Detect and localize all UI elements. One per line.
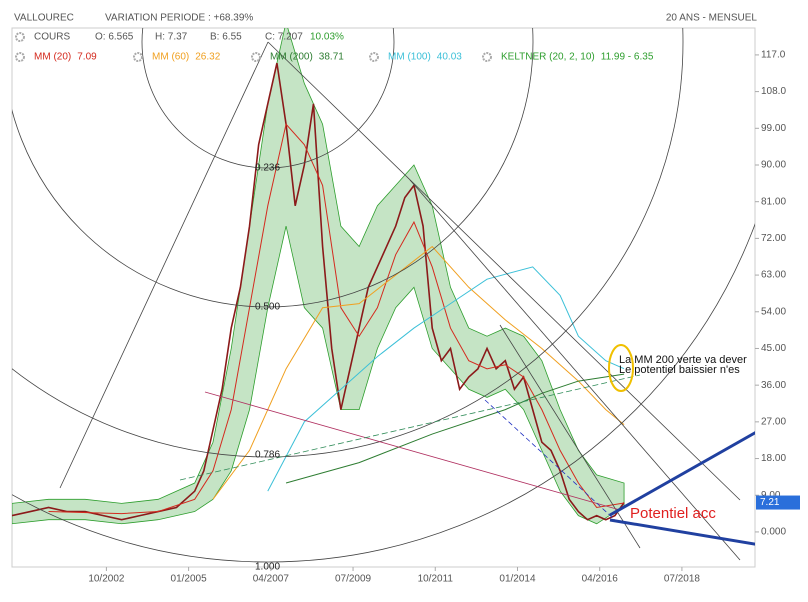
legend-label: COURS bbox=[34, 32, 70, 43]
y-tick-label: 54.00 bbox=[761, 306, 786, 317]
trend-line bbox=[59, 41, 269, 489]
x-tick-label: 10/2002 bbox=[88, 574, 125, 585]
quote: 10.03% bbox=[310, 32, 344, 43]
fib-arc bbox=[141, 28, 395, 169]
fib-label: 0.500 bbox=[255, 302, 280, 313]
y-tick-label: 9.00 bbox=[761, 490, 781, 501]
legend-value: 40.03 bbox=[437, 52, 462, 63]
trend-line bbox=[409, 179, 741, 561]
x-tick-label: 07/2018 bbox=[664, 574, 701, 585]
fib-label: 1.000 bbox=[255, 562, 280, 573]
channel bbox=[609, 518, 755, 546]
x-tick-label: 04/2016 bbox=[582, 574, 619, 585]
y-tick-label: 90.00 bbox=[761, 160, 786, 171]
quote: B: 6.55 bbox=[210, 32, 242, 43]
y-tick-label: 117.0 bbox=[761, 50, 786, 61]
legend-icon bbox=[482, 52, 492, 62]
legend-label: MM (60) bbox=[152, 52, 189, 63]
ma-line bbox=[267, 266, 625, 492]
trend-line bbox=[204, 391, 621, 511]
trend-line bbox=[267, 41, 741, 501]
legend-icon bbox=[15, 52, 25, 62]
fib-label: 0.786 bbox=[255, 450, 280, 461]
y-tick-label: 45.00 bbox=[761, 343, 786, 354]
x-tick-label: 04/2007 bbox=[253, 574, 290, 585]
y-tick-label: 36.00 bbox=[761, 380, 786, 391]
trend-line bbox=[179, 374, 641, 481]
legend-value: 7.09 bbox=[77, 52, 97, 63]
legend-value: 11.99 - 6.35 bbox=[601, 52, 654, 63]
x-tick-label: 07/2009 bbox=[335, 574, 372, 585]
y-tick-label: 99.00 bbox=[761, 123, 786, 134]
fib-label: 0.236 bbox=[255, 163, 280, 174]
annotation: Potentiel acc bbox=[630, 505, 716, 522]
legend-value: 26.32 bbox=[195, 52, 220, 63]
legend-label: KELTNER (20, 2, 10) bbox=[501, 52, 595, 63]
y-tick-label: 27.00 bbox=[761, 416, 786, 427]
legend-label: MM (200) bbox=[270, 52, 313, 63]
legend-icon bbox=[251, 52, 261, 62]
fib-arc bbox=[12, 28, 534, 308]
y-tick-label: 0.000 bbox=[761, 527, 786, 538]
last-price-label: 7.21 bbox=[760, 497, 780, 508]
y-tick-label: 72.00 bbox=[761, 233, 786, 244]
annotation: Le potentiel baissier n'es bbox=[619, 364, 740, 376]
quote: C: 7.207 bbox=[265, 32, 303, 43]
y-tick-label: 63.00 bbox=[761, 270, 786, 281]
quote: O: 6.565 bbox=[95, 32, 134, 43]
quote: H: 7.37 bbox=[155, 32, 188, 43]
highlight bbox=[608, 344, 634, 392]
fib-arc bbox=[12, 28, 684, 458]
x-tick-label: 10/2011 bbox=[418, 574, 454, 585]
legend-icon bbox=[133, 52, 143, 62]
y-tick-label: 81.00 bbox=[761, 196, 786, 207]
ma-line bbox=[285, 373, 625, 484]
y-tick-label: 108.0 bbox=[761, 86, 786, 97]
last-price-box bbox=[756, 495, 800, 510]
channel bbox=[609, 431, 755, 517]
annotation: La MM 200 verte va dever bbox=[619, 354, 747, 366]
x-tick-label: 01/2014 bbox=[499, 574, 536, 585]
legend-label: MM (100) bbox=[388, 52, 431, 63]
plot bbox=[12, 28, 625, 525]
fib-arc bbox=[12, 222, 755, 563]
legend-icon bbox=[369, 52, 379, 62]
title: VALLOUREC bbox=[14, 13, 74, 24]
legend-value: 38.71 bbox=[319, 52, 344, 63]
price-line bbox=[12, 62, 625, 521]
y-tick-label: 18.00 bbox=[761, 453, 786, 464]
plot-frame bbox=[11, 27, 756, 568]
x-tick-label: 01/2005 bbox=[171, 574, 208, 585]
keltner-band bbox=[12, 28, 625, 525]
drawings bbox=[12, 28, 755, 563]
legend-label: MM (20) bbox=[34, 52, 71, 63]
trend-line bbox=[484, 399, 616, 521]
legend-icon bbox=[15, 32, 25, 42]
subtitle: VARIATION PERIODE : +68.39% bbox=[105, 13, 253, 24]
period: 20 ANS - MENSUEL bbox=[666, 13, 758, 24]
